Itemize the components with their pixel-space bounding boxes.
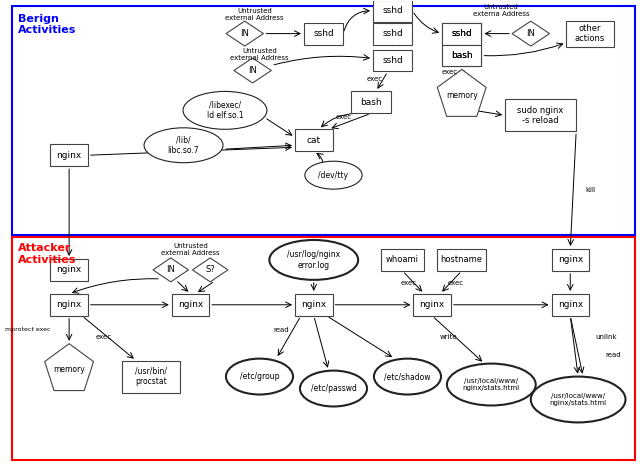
Ellipse shape <box>300 371 367 406</box>
Bar <box>304 23 343 45</box>
Text: Untrusted
external Address: Untrusted external Address <box>225 8 284 20</box>
Bar <box>442 45 481 66</box>
Bar <box>122 361 180 392</box>
Ellipse shape <box>269 240 358 280</box>
Ellipse shape <box>226 359 293 394</box>
Text: /usr/bin/
procstat: /usr/bin/ procstat <box>135 367 167 386</box>
Text: Untrusted
external Address: Untrusted external Address <box>161 243 220 256</box>
Polygon shape <box>437 69 486 116</box>
Text: /dev/tty: /dev/tty <box>319 171 349 179</box>
Text: IN: IN <box>166 266 175 274</box>
Text: IN: IN <box>240 29 249 38</box>
Ellipse shape <box>447 364 536 405</box>
Text: read: read <box>273 327 289 333</box>
Text: Attacker
Activities: Attacker Activities <box>18 243 76 265</box>
Text: /etc/shadow: /etc/shadow <box>384 372 431 381</box>
Text: mprotect exec: mprotect exec <box>5 327 51 332</box>
Bar <box>373 23 412 45</box>
Bar <box>505 100 576 131</box>
Text: /usr/local/www/
nginx/stats.html: /usr/local/www/ nginx/stats.html <box>550 393 607 406</box>
Ellipse shape <box>531 377 625 422</box>
Polygon shape <box>234 58 271 83</box>
Bar <box>12 237 636 460</box>
Polygon shape <box>45 344 93 391</box>
Ellipse shape <box>374 359 441 394</box>
Bar <box>413 294 451 316</box>
Text: sshd: sshd <box>382 56 403 65</box>
Text: memory: memory <box>53 365 85 374</box>
Polygon shape <box>226 21 264 46</box>
Text: bash: bash <box>451 51 472 60</box>
Text: nginx: nginx <box>557 255 583 265</box>
Ellipse shape <box>144 128 223 163</box>
Text: nginx: nginx <box>178 300 203 309</box>
Bar <box>51 294 88 316</box>
Text: exec: exec <box>95 334 112 340</box>
Text: /libexec/
ld elf.so.1: /libexec/ ld elf.so.1 <box>207 100 243 120</box>
Text: sshd: sshd <box>451 29 472 38</box>
Bar <box>295 294 333 316</box>
Bar <box>373 50 412 72</box>
Bar <box>51 144 88 166</box>
Bar <box>552 294 589 316</box>
Bar <box>295 129 333 151</box>
Text: sshd: sshd <box>451 29 472 38</box>
Text: Untrusted
externa Address: Untrusted externa Address <box>473 4 529 17</box>
Text: Berign
Activities: Berign Activities <box>18 13 76 35</box>
Text: memory: memory <box>446 91 477 100</box>
Bar <box>381 249 424 271</box>
Bar <box>566 20 614 46</box>
Text: kill: kill <box>585 187 595 193</box>
Polygon shape <box>512 21 550 46</box>
Text: read: read <box>606 352 621 358</box>
Text: nginx: nginx <box>419 300 445 309</box>
Text: IN: IN <box>248 66 257 75</box>
Text: exec: exec <box>367 76 383 82</box>
Text: /etc/group: /etc/group <box>240 372 279 381</box>
Text: write: write <box>440 334 458 340</box>
Text: IN: IN <box>526 29 535 38</box>
Text: nginx: nginx <box>301 300 326 309</box>
Text: nginx: nginx <box>56 266 82 274</box>
Bar <box>351 92 390 113</box>
Bar <box>442 23 481 45</box>
Polygon shape <box>193 258 228 282</box>
Text: nginx: nginx <box>557 300 583 309</box>
Text: exec: exec <box>335 114 351 120</box>
Text: /usr/log/nginx
error.log: /usr/log/nginx error.log <box>287 250 340 270</box>
Text: hostname: hostname <box>441 255 483 265</box>
Text: exec: exec <box>442 69 458 75</box>
Text: /etc/passwd: /etc/passwd <box>310 384 356 393</box>
Bar <box>552 249 589 271</box>
Bar <box>51 259 88 281</box>
Text: cat: cat <box>307 136 321 145</box>
Text: exec: exec <box>401 280 417 286</box>
Text: Untrusted
external Address: Untrusted external Address <box>230 47 289 60</box>
Text: unlink: unlink <box>595 334 616 340</box>
Bar <box>442 23 481 45</box>
Text: sshd: sshd <box>382 6 403 15</box>
Polygon shape <box>153 258 188 282</box>
Bar <box>373 0 412 22</box>
Text: whoami: whoami <box>386 255 419 265</box>
Text: exec: exec <box>448 280 464 286</box>
Text: bash: bash <box>360 98 382 107</box>
Bar <box>172 294 209 316</box>
Text: sudo nginx
-s reload: sudo nginx -s reload <box>518 106 564 125</box>
Text: /lib/
libc.so.7: /lib/ libc.so.7 <box>168 136 199 155</box>
Ellipse shape <box>183 92 267 129</box>
Text: S?: S? <box>205 266 215 274</box>
Text: other
actions: other actions <box>575 24 605 43</box>
Text: nginx: nginx <box>56 300 82 309</box>
Text: nginx: nginx <box>56 151 82 160</box>
Text: /usr/local/www/
nginx/stats.html: /usr/local/www/ nginx/stats.html <box>463 378 520 391</box>
Text: sshd: sshd <box>382 29 403 38</box>
Bar <box>12 6 636 235</box>
Bar <box>437 249 486 271</box>
Text: bash: bash <box>451 51 472 60</box>
Ellipse shape <box>305 161 362 189</box>
Bar <box>442 45 481 66</box>
Text: sshd: sshd <box>313 29 334 38</box>
